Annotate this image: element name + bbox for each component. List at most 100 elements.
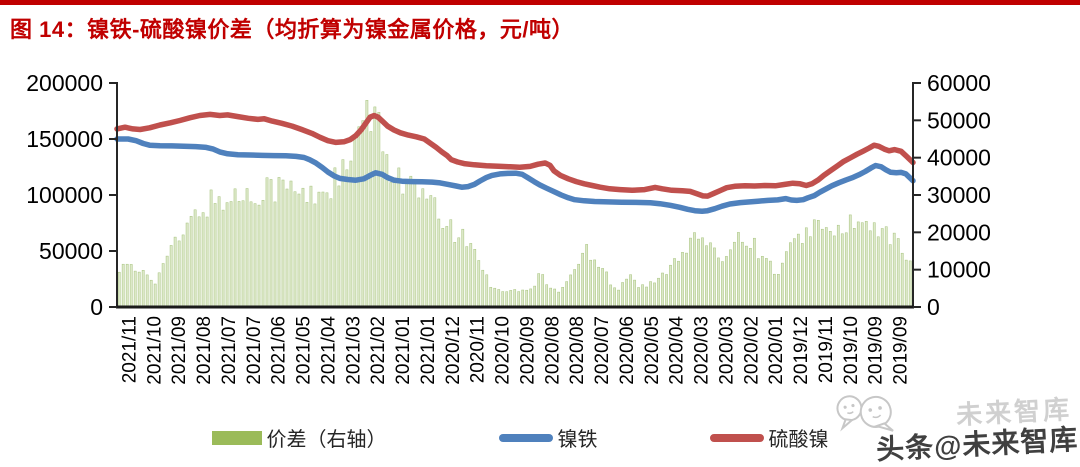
spread-bar xyxy=(405,182,409,308)
spread-bar xyxy=(840,233,844,308)
spread-bar xyxy=(305,202,309,308)
spread-bar xyxy=(337,185,341,308)
spread-bar xyxy=(856,221,860,308)
spread-bar xyxy=(892,232,896,308)
x-axis-label: 2019/11 xyxy=(816,316,837,383)
spread-bar xyxy=(613,287,616,308)
chart-legend: 价差（右轴） 镍铁 硫酸镍 xyxy=(0,423,1040,452)
spread-bar xyxy=(249,201,253,308)
spread-bar xyxy=(193,209,197,308)
spread-bar xyxy=(709,242,712,308)
spread-bar xyxy=(781,262,784,308)
spread-bar xyxy=(876,236,880,308)
spread-bar xyxy=(369,131,373,308)
spread-bar xyxy=(765,258,768,308)
spread-bar xyxy=(517,291,521,308)
spread-bar xyxy=(637,287,640,308)
spread-bar xyxy=(661,272,664,308)
spread-bar xyxy=(133,270,137,308)
x-axis-label: 2021/07 xyxy=(244,316,265,385)
x-axis-label: 2020/10 xyxy=(493,316,514,385)
spread-bar xyxy=(844,232,848,308)
figure-title: 图 14：镍铁-硫酸镍价差（均折算为镍金属价格，元/吨） xyxy=(10,17,575,42)
spread-bar xyxy=(329,198,333,308)
spread-bar xyxy=(773,273,776,308)
spread-bar xyxy=(852,228,856,308)
spread-bar xyxy=(425,198,429,308)
spread-bar xyxy=(497,289,501,308)
legend-item-niso4[interactable]: 硫酸镍 xyxy=(709,423,829,452)
spread-bar xyxy=(673,258,676,308)
x-axis-label: 2021/11 xyxy=(119,316,140,383)
spread-bar xyxy=(725,256,728,308)
spread-bar xyxy=(609,284,612,308)
spread-bar xyxy=(529,288,533,308)
x-axis-label: 2021/09 xyxy=(169,316,190,385)
spread-bar xyxy=(457,237,461,308)
spread-bar xyxy=(465,246,469,308)
spread-bar xyxy=(836,224,840,308)
spread-bar xyxy=(769,260,772,308)
spread-bar xyxy=(501,291,505,308)
niso4-line xyxy=(114,111,916,199)
spread-bar xyxy=(521,289,525,308)
spread-bar xyxy=(812,219,816,308)
spread-bar xyxy=(800,243,804,308)
spread-bar xyxy=(361,120,365,308)
spread-bar xyxy=(832,235,836,308)
x-axis-label: 2020/11 xyxy=(468,316,489,383)
spread-bar xyxy=(880,228,884,308)
right-axis-tick-label: 20000 xyxy=(927,219,991,245)
spread-bar xyxy=(169,245,173,308)
spread-bar xyxy=(189,216,193,308)
spread-bar xyxy=(745,245,748,308)
spread-bar xyxy=(900,252,904,308)
spread-bar xyxy=(481,269,485,308)
spread-bar xyxy=(713,247,716,308)
spread-bar xyxy=(117,271,121,308)
legend-item-spread[interactable]: 价差（右轴） xyxy=(211,423,387,452)
spread-bar xyxy=(717,257,720,308)
x-axis-label: 2021/04 xyxy=(318,316,339,385)
spread-bar xyxy=(804,227,808,308)
spread-bar xyxy=(848,214,852,308)
spread-bar xyxy=(884,226,888,308)
spread-bar xyxy=(741,241,744,308)
x-axis-label: 2021/07 xyxy=(219,316,240,385)
spread-bar xyxy=(205,216,209,308)
legend-item-nife[interactable]: 镍铁 xyxy=(498,423,598,452)
spread-bar xyxy=(201,212,205,308)
spread-bar xyxy=(253,203,257,308)
spread-bar xyxy=(273,201,277,308)
spread-bar xyxy=(129,264,133,308)
spread-bar xyxy=(872,222,876,308)
x-axis-label: 2019/12 xyxy=(791,316,812,385)
x-axis-label: 2020/05 xyxy=(642,316,663,385)
spread-bar xyxy=(313,203,317,308)
spread-bar xyxy=(485,274,489,308)
spread-bar xyxy=(737,232,740,308)
spread-bar xyxy=(213,203,217,308)
spread-bar xyxy=(389,182,393,308)
spread-swatch-icon xyxy=(211,430,262,445)
spread-bar xyxy=(581,252,584,308)
spread-bar xyxy=(409,175,413,308)
spread-bar xyxy=(461,228,465,308)
spread-bar xyxy=(749,248,752,308)
x-axis-label: 2020/01 xyxy=(766,316,787,385)
spread-bar xyxy=(153,283,157,308)
spread-bar xyxy=(545,284,549,308)
x-axis-label: 2019/09 xyxy=(891,316,912,385)
spread-bar xyxy=(625,278,628,308)
spread-bar xyxy=(777,274,780,308)
right-axis-tick-label: 30000 xyxy=(927,182,991,208)
spread-bar xyxy=(908,260,912,308)
right-axis-tick-label: 0 xyxy=(927,294,940,320)
spread-bar xyxy=(353,137,357,308)
spread-bar xyxy=(293,191,297,308)
spread-bar xyxy=(629,274,632,308)
spread-bar xyxy=(157,272,161,308)
spread-bar xyxy=(864,221,868,308)
spread-bar xyxy=(245,188,249,308)
